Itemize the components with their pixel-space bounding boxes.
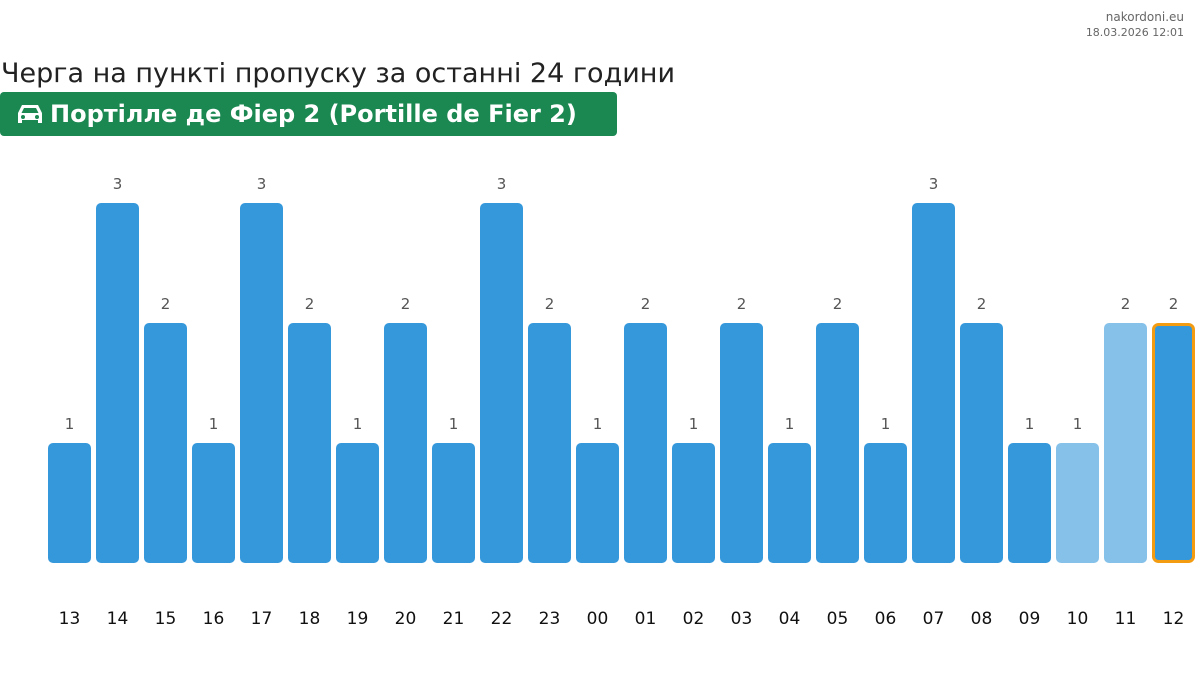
x-tick-label: 01 [635, 609, 657, 629]
data-label: 1 [785, 415, 795, 433]
bar-23 [528, 323, 571, 563]
data-label: 1 [689, 415, 699, 433]
bar-15 [144, 323, 187, 563]
x-tick-label: 14 [107, 609, 129, 629]
data-label: 2 [401, 295, 411, 313]
page-title: Черга на пункті пропуску за останні 24 г… [1, 58, 675, 89]
x-tick-label: 08 [971, 609, 993, 629]
bar-08 [960, 323, 1003, 563]
data-label: 3 [113, 175, 123, 193]
bar-06 [864, 443, 907, 563]
bar-17 [240, 203, 283, 563]
data-label: 1 [1073, 415, 1083, 433]
bar-09 [1008, 443, 1051, 563]
bar-20 [384, 323, 427, 563]
data-label: 1 [593, 415, 603, 433]
data-label: 2 [977, 295, 987, 313]
data-label: 2 [1169, 295, 1179, 313]
x-tick-label: 22 [491, 609, 513, 629]
bar-16 [192, 443, 235, 563]
bar-18 [288, 323, 331, 563]
x-tick-label: 18 [299, 609, 321, 629]
x-tick-label: 00 [587, 609, 609, 629]
bar-21 [432, 443, 475, 563]
bar-04 [768, 443, 811, 563]
x-tick-label: 11 [1115, 609, 1137, 629]
bar-01 [624, 323, 667, 563]
x-tick-label: 12 [1163, 609, 1185, 629]
data-label: 2 [737, 295, 747, 313]
x-tick-label: 09 [1019, 609, 1041, 629]
x-tick-label: 10 [1067, 609, 1089, 629]
data-label: 1 [65, 415, 75, 433]
checkpoint-name: Портілле де Фіер 2 (Portille de Fier 2) [50, 100, 577, 128]
data-label: 2 [641, 295, 651, 313]
bar-13 [48, 443, 91, 563]
bar-00 [576, 443, 619, 563]
data-label: 2 [1121, 295, 1131, 313]
checkpoint-badge: Портілле де Фіер 2 (Portille de Fier 2) [0, 92, 617, 136]
bar-12 [1152, 323, 1195, 563]
bar-10 [1056, 443, 1099, 563]
bar-19 [336, 443, 379, 563]
timestamp: 18.03.2026 12:01 [1085, 26, 1184, 39]
x-tick-label: 13 [59, 609, 81, 629]
data-label: 2 [305, 295, 315, 313]
car-icon [18, 105, 42, 123]
data-label: 1 [353, 415, 363, 433]
x-tick-label: 19 [347, 609, 369, 629]
bar-03 [720, 323, 763, 563]
x-tick-label: 21 [443, 609, 465, 629]
x-tick-label: 07 [923, 609, 945, 629]
data-label: 3 [497, 175, 507, 193]
site-name: nakordoni.eu [1105, 10, 1184, 24]
bar-22 [480, 203, 523, 563]
data-label: 2 [161, 295, 171, 313]
x-tick-label: 02 [683, 609, 705, 629]
data-label: 2 [833, 295, 843, 313]
bar-11 [1104, 323, 1147, 563]
x-tick-label: 03 [731, 609, 753, 629]
brand: nakordoni.eu 18.03.2026 12:01 [1086, 9, 1184, 41]
data-label: 3 [929, 175, 939, 193]
x-tick-label: 04 [779, 609, 801, 629]
bar-14 [96, 203, 139, 563]
x-tick-label: 05 [827, 609, 849, 629]
x-tick-label: 16 [203, 609, 225, 629]
data-label: 2 [545, 295, 555, 313]
x-tick-label: 20 [395, 609, 417, 629]
x-tick-label: 15 [155, 609, 177, 629]
x-tick-label: 17 [251, 609, 273, 629]
data-label: 1 [1025, 415, 1035, 433]
data-label: 1 [881, 415, 891, 433]
data-label: 1 [449, 415, 459, 433]
bar-05 [816, 323, 859, 563]
bar-02 [672, 443, 715, 563]
data-label: 1 [209, 415, 219, 433]
bar-07 [912, 203, 955, 563]
x-tick-label: 23 [539, 609, 561, 629]
x-tick-label: 06 [875, 609, 897, 629]
data-label: 3 [257, 175, 267, 193]
